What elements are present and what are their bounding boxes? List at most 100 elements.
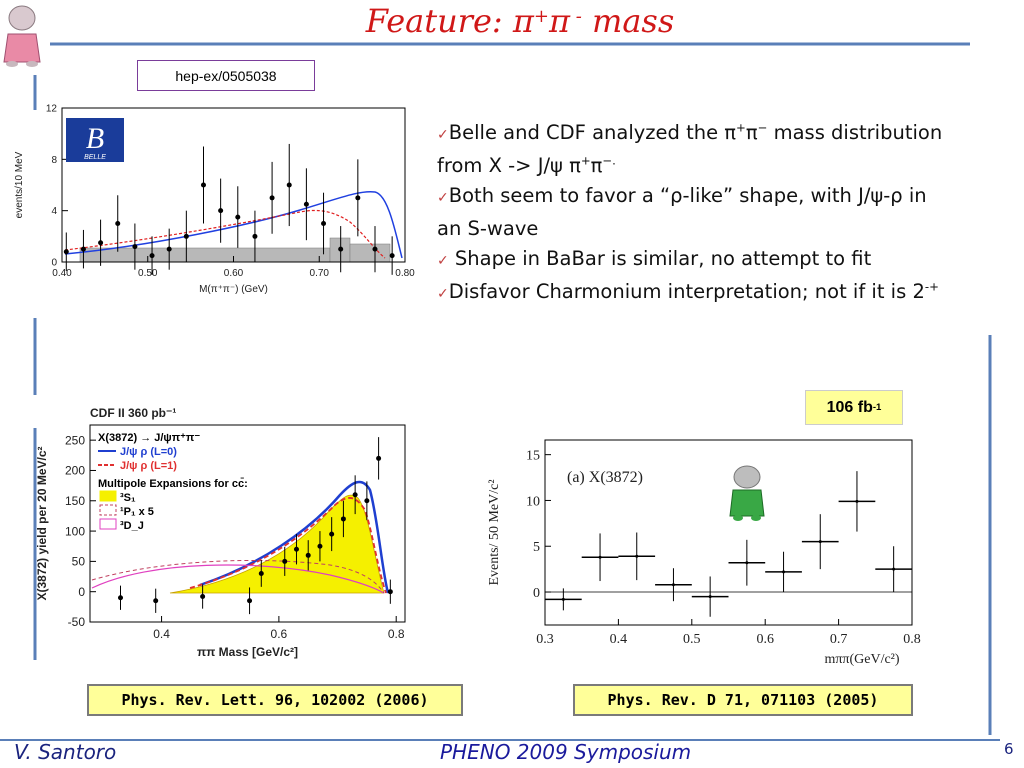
- legend-label: X(3872) → J/ψπ⁺π⁻: [98, 432, 200, 444]
- source-text: hep-ex/0505038: [175, 67, 277, 84]
- legend-label: J/ψ ρ (L=1): [120, 460, 177, 472]
- data-point: [376, 455, 382, 461]
- y-tick-label: 5: [533, 540, 540, 555]
- data-point: [247, 598, 253, 604]
- logo-subtext: BELLE: [84, 154, 106, 161]
- data-point: [855, 499, 859, 503]
- data-point: [352, 492, 358, 498]
- data-point: [635, 554, 639, 558]
- data-point: [258, 571, 264, 577]
- legend-label: ³S₁: [120, 492, 136, 504]
- data-point: [389, 253, 395, 259]
- data-point: [818, 540, 822, 544]
- title-part: mass: [582, 2, 674, 40]
- data-point: [305, 552, 311, 558]
- bullet-list: ✓Belle and CDF analyzed the π+π− mass di…: [437, 118, 949, 309]
- data-point: [321, 221, 327, 226]
- x-tick-label: 0.8: [388, 627, 405, 641]
- data-point: [303, 201, 309, 207]
- text-run: Belle and CDF analyzed the π: [448, 121, 737, 144]
- x-tick-label: 0.7: [830, 632, 848, 647]
- multipole-area: [169, 494, 385, 594]
- footer-author: V. Santoro: [14, 740, 117, 764]
- data-point: [364, 498, 370, 504]
- reference-box: Phys. Rev. Lett. 96, 102002 (2006): [87, 684, 463, 716]
- y-tick-label: 0: [533, 586, 540, 601]
- legend-label: ³D_J: [120, 520, 144, 532]
- bullet: ✓Both seem to favor a “ρ-like” shape, wi…: [437, 181, 949, 244]
- y-tick-label: 15: [526, 449, 540, 464]
- y-tick-label: 4: [51, 206, 57, 217]
- plot-frame: [89, 424, 406, 623]
- data-point: [63, 249, 69, 255]
- legend-label: Multipole Expansions for cc̄:: [98, 478, 248, 490]
- legend-swatch: [99, 518, 117, 530]
- data-point: [317, 543, 323, 549]
- title-part: π: [548, 2, 571, 40]
- text-run: Shape in BaBar is similar, no attempt to…: [448, 247, 872, 270]
- bullet-mark: ✓: [437, 253, 449, 269]
- data-point: [200, 594, 206, 600]
- y-tick-label: 100: [65, 524, 85, 538]
- bullet: ✓Disfavor Charmonium interpretation; not…: [437, 277, 949, 310]
- fit-curve: [64, 190, 403, 259]
- data-point: [598, 555, 602, 559]
- logo: [66, 118, 124, 162]
- bullet: ✓Belle and CDF analyzed the π+π− mass di…: [437, 118, 949, 181]
- legend-label: ¹P₁ x 5: [120, 506, 154, 518]
- text-run: π: [745, 121, 758, 144]
- data-point: [200, 182, 206, 188]
- fit-curve: [199, 480, 390, 594]
- x-tick-label: 0.6: [756, 632, 774, 647]
- footer-conference: PHENO 2009 Symposium: [440, 740, 692, 764]
- title-part: -: [570, 6, 582, 27]
- page-number: 6: [1004, 740, 1014, 758]
- y-axis-label: events/10 MeV: [14, 151, 25, 218]
- elephant-icon: [3, 5, 41, 67]
- data-point: [892, 567, 896, 571]
- data-point: [118, 595, 124, 601]
- bullet-mark: ✓: [437, 127, 449, 143]
- text-run: π: [590, 153, 603, 177]
- x-tick-label: 0.60: [224, 268, 244, 279]
- x-tick-label: 0.70: [310, 268, 330, 279]
- luminosity-box: 106 fb -1: [805, 390, 903, 425]
- data-point: [183, 233, 189, 239]
- y-axis-label: X(3872) yield per 20 MeV/c²: [35, 446, 49, 600]
- y-tick-label: 200: [65, 464, 85, 478]
- data-point: [282, 558, 288, 564]
- annotation: (a) X(3872): [567, 469, 643, 486]
- chart-title: CDF II 360 pb⁻¹: [90, 406, 176, 420]
- legend-label: J/ψ ρ (L=0): [120, 446, 177, 458]
- y-tick-label: 10: [526, 494, 540, 509]
- x-axis-label: mππ(GeV/c²): [824, 652, 899, 667]
- superscript: +: [736, 120, 746, 135]
- text-run: Both seem to favor a “ρ-like” shape, wit…: [437, 184, 927, 240]
- x-tick-label: 0.8: [903, 632, 921, 647]
- superscript: −.: [602, 153, 616, 167]
- y-tick-label: 50: [72, 555, 86, 569]
- x-tick-label: 0.50: [138, 268, 158, 279]
- data-point: [561, 597, 565, 601]
- y-tick-label: 8: [51, 155, 57, 166]
- title-part: +: [534, 6, 549, 27]
- data-point: [115, 221, 121, 226]
- superscript: -+: [924, 279, 939, 293]
- data-point: [286, 182, 292, 188]
- data-point: [218, 208, 224, 214]
- data-point: [132, 244, 138, 250]
- title-part: Feature:: [365, 2, 513, 40]
- x-tick-label: 0.4: [610, 632, 628, 647]
- data-point: [166, 246, 172, 252]
- data-point: [252, 233, 258, 239]
- y-tick-label: 12: [46, 104, 58, 115]
- logo-text: B: [86, 122, 104, 155]
- reference-text: Phys. Rev. D 71, 071103 (2005): [607, 691, 879, 709]
- x-tick-label: 0.6: [271, 627, 288, 641]
- legend-swatch: [99, 490, 117, 502]
- data-point: [355, 195, 361, 201]
- y-axis-label: Events/ 50 MeV/c²: [487, 479, 502, 585]
- fit-curve: [91, 559, 385, 594]
- data-point: [269, 195, 275, 201]
- legend-swatch: [99, 504, 117, 516]
